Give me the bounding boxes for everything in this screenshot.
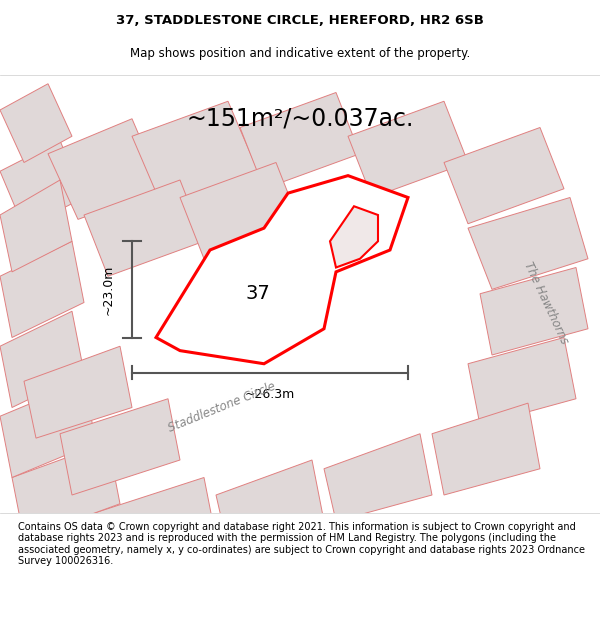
Text: Staddlestone Circle: Staddlestone Circle xyxy=(166,380,278,435)
Polygon shape xyxy=(240,92,360,189)
Polygon shape xyxy=(216,460,324,548)
Polygon shape xyxy=(60,399,180,495)
Polygon shape xyxy=(180,162,300,259)
Polygon shape xyxy=(348,101,468,198)
Text: ~26.3m: ~26.3m xyxy=(245,388,295,401)
Polygon shape xyxy=(84,180,204,276)
Polygon shape xyxy=(0,180,72,272)
Polygon shape xyxy=(324,434,432,521)
Text: The Hawthorns: The Hawthorns xyxy=(521,259,571,346)
Polygon shape xyxy=(0,241,84,338)
Polygon shape xyxy=(330,206,378,268)
Polygon shape xyxy=(0,311,84,408)
Polygon shape xyxy=(12,442,120,539)
Polygon shape xyxy=(96,478,216,565)
Text: Map shows position and indicative extent of the property.: Map shows position and indicative extent… xyxy=(130,48,470,61)
Text: ~151m²/~0.037ac.: ~151m²/~0.037ac. xyxy=(187,107,413,131)
Text: 37: 37 xyxy=(245,284,271,303)
Polygon shape xyxy=(0,381,96,478)
Polygon shape xyxy=(0,141,84,228)
Polygon shape xyxy=(480,268,588,355)
Polygon shape xyxy=(444,127,564,224)
Polygon shape xyxy=(132,101,258,206)
Text: Contains OS data © Crown copyright and database right 2021. This information is : Contains OS data © Crown copyright and d… xyxy=(18,521,585,566)
Polygon shape xyxy=(468,198,588,289)
Polygon shape xyxy=(24,346,132,438)
Text: ~23.0m: ~23.0m xyxy=(101,264,115,314)
Text: 37, STADDLESTONE CIRCLE, HEREFORD, HR2 6SB: 37, STADDLESTONE CIRCLE, HEREFORD, HR2 6… xyxy=(116,14,484,28)
Polygon shape xyxy=(0,84,72,162)
Polygon shape xyxy=(48,119,162,219)
Polygon shape xyxy=(468,338,576,425)
Polygon shape xyxy=(432,403,540,495)
Polygon shape xyxy=(156,176,408,364)
